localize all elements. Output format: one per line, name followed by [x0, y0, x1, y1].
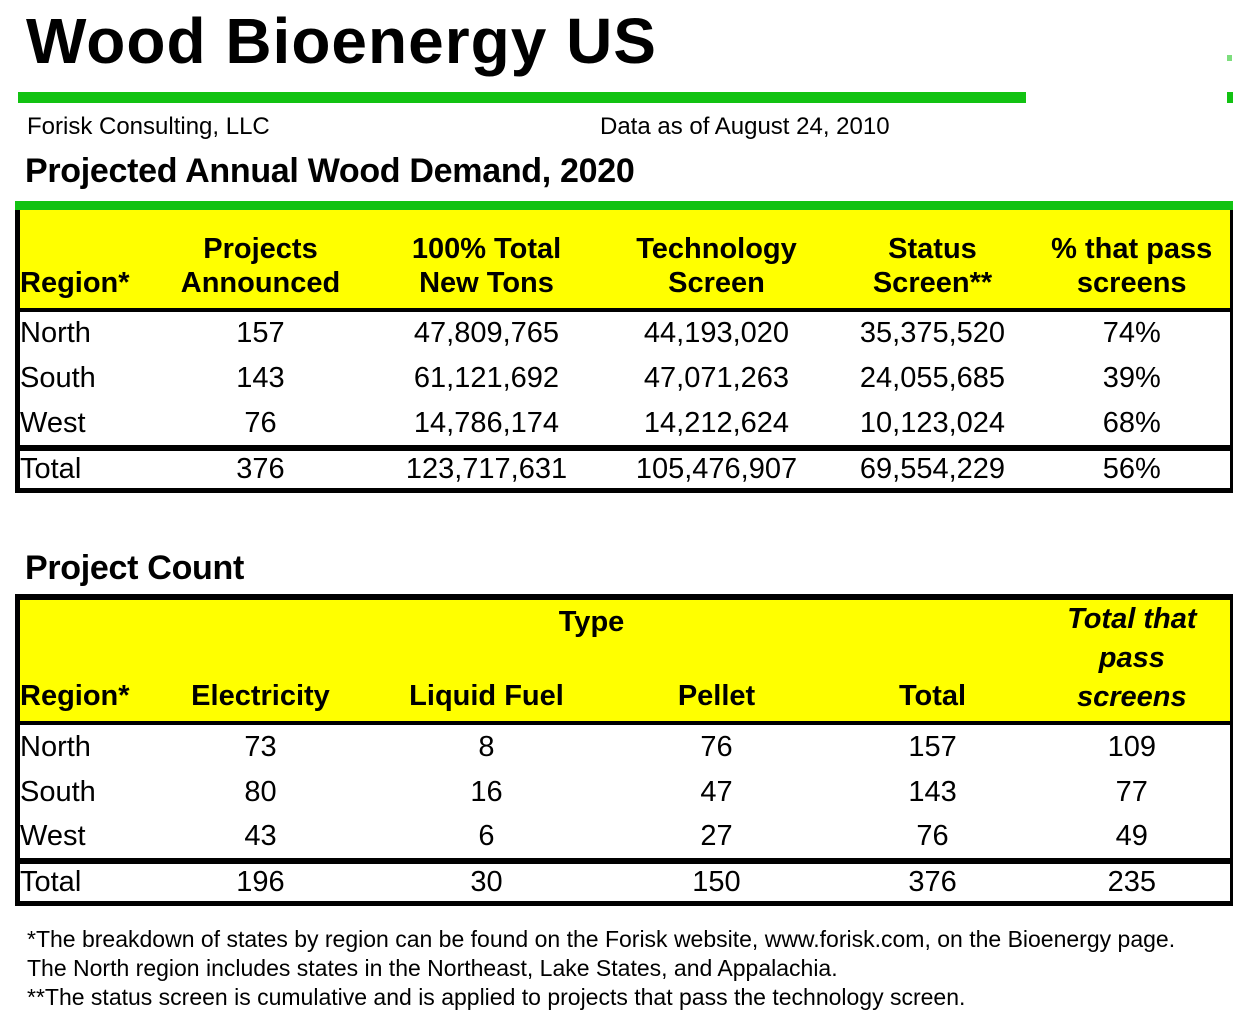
table-cell: 39% [1033, 356, 1233, 402]
table-cell: 47 [700, 775, 733, 808]
demand-header-row: Region* Projects Announced 100% Total Ne… [15, 210, 1233, 312]
table-row: South 80 16 47 143 77 [15, 769, 1233, 816]
table-cell: 196 [149, 858, 372, 906]
footnote-region-breakdown: *The breakdown of states by region can b… [27, 926, 1176, 952]
table-cell: 30 [371, 858, 602, 906]
table-row: West 76 14,786,174 14,212,624 10,123,024… [15, 402, 1233, 448]
table-cell: 43 [244, 820, 277, 853]
demand-table: Region* Projects Announced 100% Total Ne… [15, 210, 1233, 493]
table-cell: 49 [1033, 815, 1233, 862]
page-title: Wood Bioenergy US [26, 5, 657, 77]
table-cell: 35,375,520 [859, 317, 1006, 350]
demand-table-top-bar [15, 201, 1233, 210]
table-cell: 56% [1033, 445, 1233, 493]
col-header-liquid-fuel: Liquid Fuel [371, 675, 602, 726]
company-name: Forisk Consulting, LLC [27, 113, 270, 140]
table-row: North 73 8 76 157 109 [15, 723, 1233, 770]
col-header-projects-announced: Projects Announced [149, 210, 372, 312]
table-row: South 143 61,121,692 47,071,263 24,055,6… [15, 356, 1233, 402]
table-cell: 80 [244, 775, 277, 808]
table-cell: 76 [244, 406, 277, 439]
table-cell: 76 [700, 730, 733, 763]
table-cell: 24,055,685 [859, 362, 1006, 395]
table-cell: 47,071,263 [643, 362, 790, 395]
col-header-electricity: Electricity [149, 675, 372, 726]
demand-section-heading: Projected Annual Wood Demand, 2020 [25, 152, 635, 190]
row-header: West [15, 815, 150, 862]
col-header-pellet: Pellet [601, 675, 832, 726]
footnote-status-screen: **The status screen is cumulative and is… [27, 984, 966, 1010]
table-cell: 150 [601, 858, 832, 906]
col-header-status-screen: Status Screen** [831, 210, 1034, 312]
row-header: Total [15, 858, 150, 906]
row-header: Total [15, 445, 150, 493]
table-cell: 74% [1033, 310, 1233, 356]
table-cell: 77 [1033, 769, 1233, 816]
edge-speck [1227, 55, 1232, 61]
col-header-total: Total [831, 675, 1034, 726]
row-header: South [15, 356, 150, 402]
table-cell: 44,193,020 [643, 317, 790, 350]
table-cell: 10,123,024 [859, 406, 1006, 439]
table-row: North 157 47,809,765 44,193,020 35,375,5… [15, 310, 1233, 356]
count-table: Type Total that pass screens Region* Ele… [15, 594, 1233, 906]
total-row: Total 196 30 150 376 235 [15, 858, 1233, 906]
header-spacer [15, 597, 150, 676]
col-header-pct-pass-screens: % that pass screens [1033, 210, 1233, 312]
table-cell: 143 [908, 775, 957, 808]
footnotes: *The breakdown of states by region can b… [27, 925, 1175, 1012]
table-cell: 376 [831, 858, 1034, 906]
title-divider-line [18, 92, 1026, 103]
col-header-type: Type [149, 597, 1034, 676]
table-cell: 105,476,907 [601, 445, 832, 493]
row-header: West [15, 402, 150, 448]
total-row: Total 376 123,717,631 105,476,907 69,554… [15, 445, 1233, 493]
table-cell: 109 [1033, 723, 1233, 770]
table-cell: 123,717,631 [371, 445, 602, 493]
footnote-north-region: The North region includes states in the … [27, 955, 838, 981]
table-cell: 157 [908, 730, 957, 763]
table-cell: 68% [1033, 402, 1233, 448]
table-cell: 73 [244, 730, 277, 763]
table-cell: 61,121,692 [413, 362, 560, 395]
count-header-row-columns: Region* Electricity Liquid Fuel Pellet T… [15, 675, 1233, 726]
table-cell: 6 [478, 820, 495, 853]
table-cell: 376 [149, 445, 372, 493]
row-header: South [15, 769, 150, 816]
col-header-region: Region* [15, 675, 150, 726]
table-row: West 43 6 27 76 49 [15, 815, 1233, 862]
table-cell: 8 [478, 730, 495, 763]
col-header-total-pass-screens: Total that pass screens [1033, 597, 1233, 726]
table-cell: 157 [236, 317, 285, 350]
table-cell: 143 [236, 362, 285, 395]
table-cell: 47,809,765 [413, 317, 560, 350]
row-header: North [15, 310, 150, 356]
row-header: North [15, 723, 150, 770]
col-header-technology-screen: Technology Screen [601, 210, 832, 312]
data-as-of-date: Data as of August 24, 2010 [600, 113, 890, 140]
count-header-row-type: Type Total that pass screens [15, 597, 1233, 726]
count-table-container: Type Total that pass screens Region* Ele… [15, 594, 1233, 906]
count-section-heading: Project Count [25, 549, 244, 587]
table-cell: 69,554,229 [831, 445, 1034, 493]
table-cell: 27 [700, 820, 733, 853]
divider-edge-chip [1227, 92, 1233, 103]
table-cell: 14,212,624 [643, 406, 790, 439]
col-header-region: Region* [15, 210, 150, 312]
table-cell: 76 [916, 820, 949, 853]
demand-table-container: Region* Projects Announced 100% Total Ne… [15, 201, 1233, 493]
table-cell: 235 [1033, 858, 1233, 906]
table-cell: 16 [470, 775, 503, 808]
col-header-total-new-tons: 100% Total New Tons [371, 210, 602, 312]
table-cell: 14,786,174 [413, 406, 560, 439]
